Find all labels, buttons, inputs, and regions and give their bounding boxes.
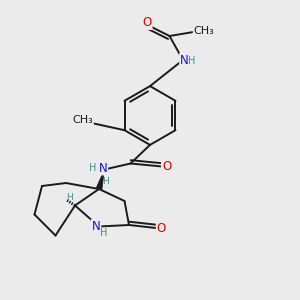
Text: O: O bbox=[142, 16, 152, 29]
Text: H: H bbox=[66, 193, 73, 202]
Text: N: N bbox=[92, 220, 100, 233]
Text: H: H bbox=[89, 163, 97, 173]
Text: O: O bbox=[162, 160, 171, 173]
Text: N: N bbox=[180, 53, 189, 67]
Text: H: H bbox=[102, 177, 108, 186]
Text: H: H bbox=[100, 228, 107, 238]
Text: CH₃: CH₃ bbox=[72, 115, 93, 125]
Text: O: O bbox=[157, 221, 166, 235]
Text: N: N bbox=[98, 161, 107, 175]
Text: H: H bbox=[188, 56, 196, 67]
Polygon shape bbox=[96, 169, 104, 190]
Text: CH₃: CH₃ bbox=[194, 26, 214, 37]
